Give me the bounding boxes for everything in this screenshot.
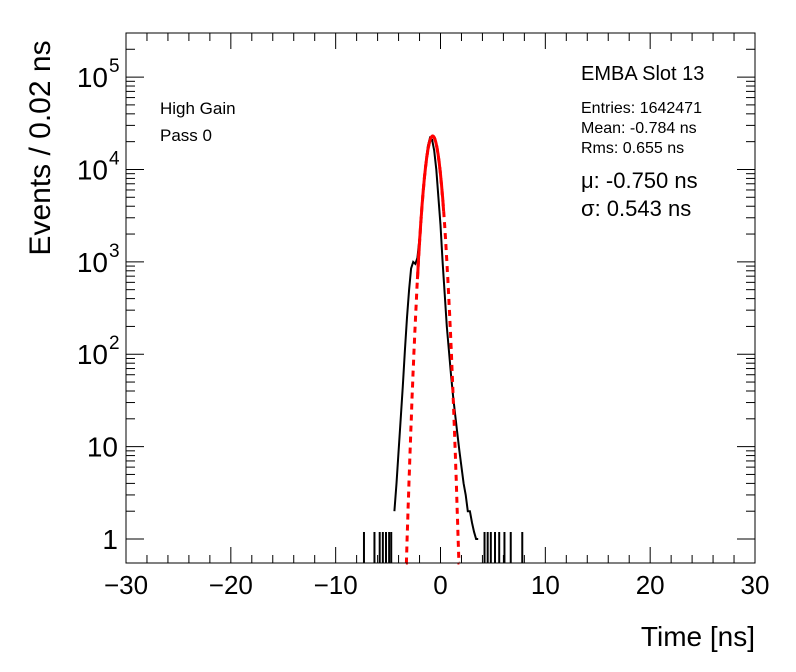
fit-mu: μ: -0.750 ns	[581, 168, 698, 193]
rms-stat: Rms: 0.655 ns	[581, 140, 684, 157]
x-tick-label: 0	[433, 570, 447, 600]
x-tick-label: 30	[741, 570, 770, 600]
y-tick-label: 1	[102, 524, 118, 555]
y-tick-label: 10	[77, 62, 108, 93]
x-tick-label: 20	[636, 570, 665, 600]
x-tick-label: −10	[314, 570, 358, 600]
mean-stat: Mean: -0.784 ns	[581, 120, 697, 137]
entries-stat: Entries: 1642471	[581, 100, 702, 117]
x-axis-label: Time [ns]	[641, 621, 755, 652]
y-tick-exponent: 2	[109, 333, 120, 354]
histogram-line	[393, 135, 479, 540]
x-tick-label: 10	[531, 570, 560, 600]
fit-sigma: σ: 0.543 ns	[581, 196, 691, 221]
y-tick-exponent: 4	[109, 148, 120, 169]
plot-content	[362, 134, 524, 565]
gain-label: High Gain	[160, 99, 236, 118]
pass-label: Pass 0	[160, 126, 212, 145]
module-label: EMBA Slot 13	[581, 63, 704, 85]
x-tick-label: −30	[104, 570, 148, 600]
y-tick-label: 10	[77, 247, 108, 278]
y-axis-label: Events / 0.02 ns	[24, 40, 57, 255]
gaussian-fit-extrapolation	[404, 134, 461, 565]
y-tick-label: 10	[77, 339, 108, 370]
y-tick-label: 10	[87, 432, 118, 463]
y-tick-exponent: 3	[109, 241, 120, 262]
y-tick-exponent: 5	[109, 56, 120, 77]
y-tick-label: 10	[77, 154, 108, 185]
x-tick-label: −20	[209, 570, 253, 600]
